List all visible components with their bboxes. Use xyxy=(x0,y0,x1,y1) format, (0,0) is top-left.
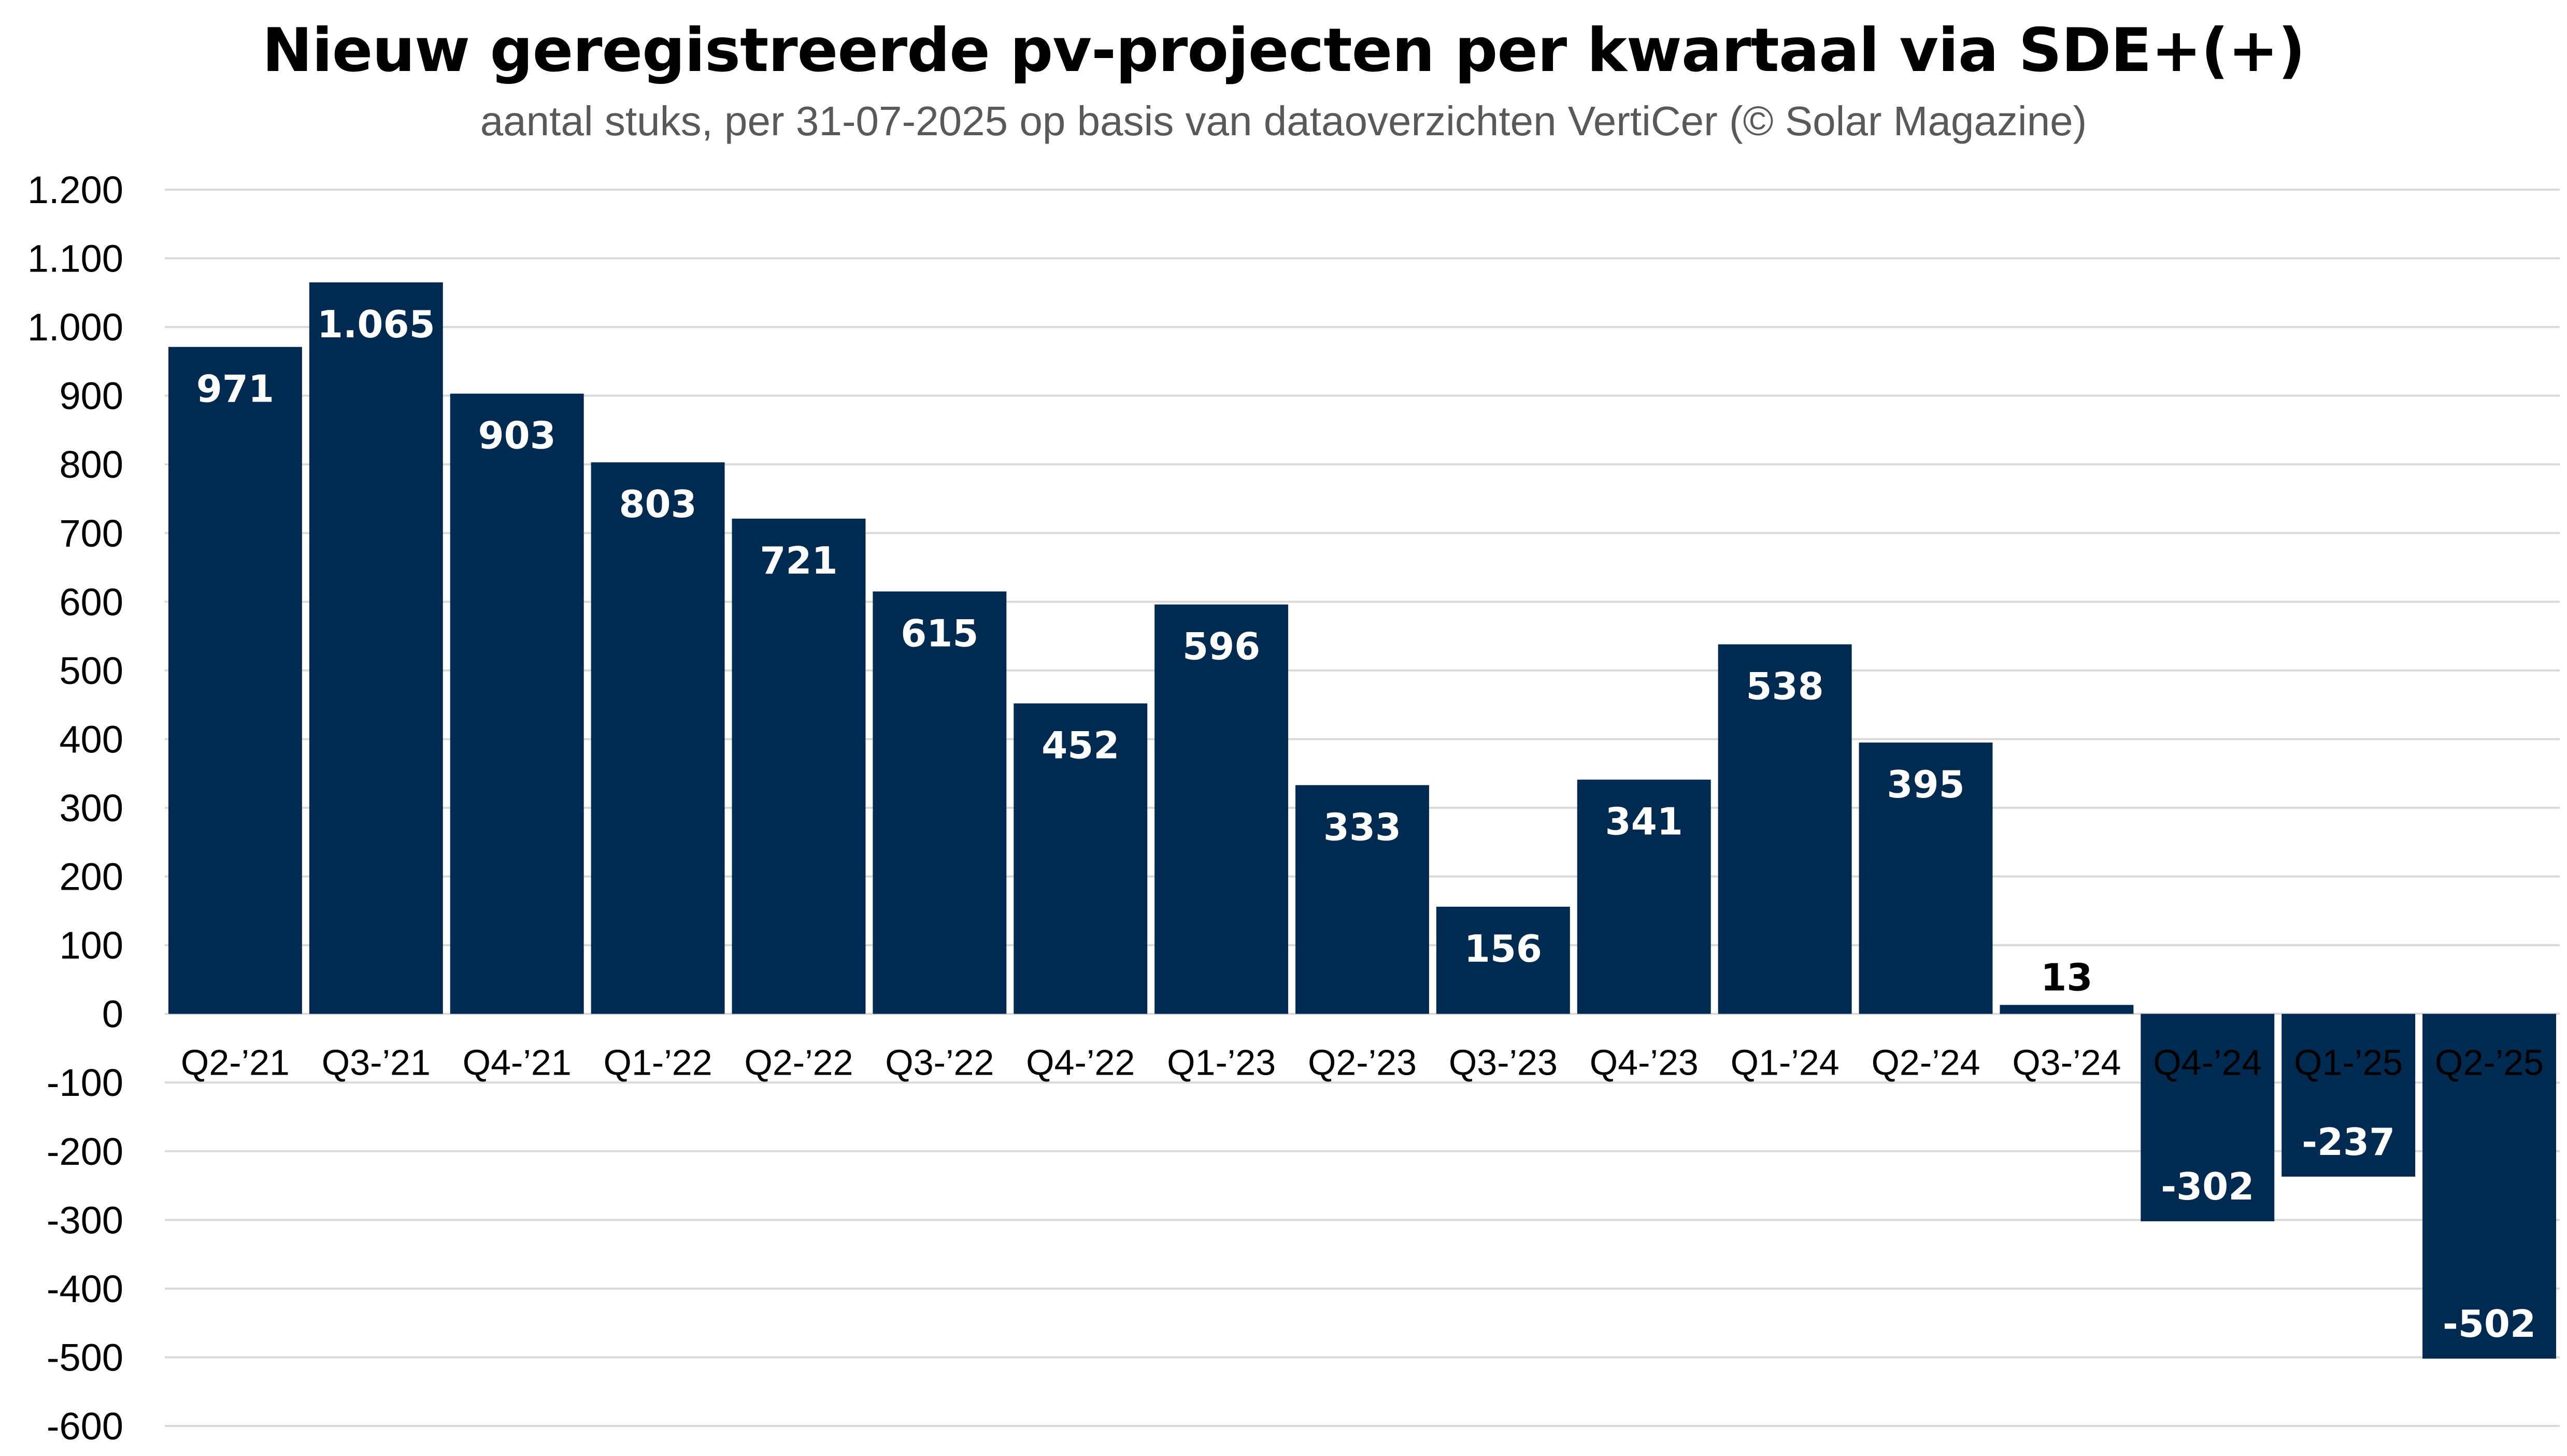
bar xyxy=(2000,1005,2134,1014)
data-label: 341 xyxy=(1605,800,1683,844)
data-label: -502 xyxy=(2443,1302,2536,1346)
y-tick-label: -600 xyxy=(47,1405,123,1448)
data-label: -302 xyxy=(2161,1165,2254,1208)
bar xyxy=(1718,644,1852,1014)
data-label: 721 xyxy=(760,539,837,582)
bar xyxy=(168,347,302,1014)
y-tick-label: 500 xyxy=(60,649,123,692)
data-label: 156 xyxy=(1464,927,1542,970)
x-category-label: Q2-’24 xyxy=(1871,1043,1980,1083)
bar xyxy=(2141,1014,2275,1221)
y-tick-label: 900 xyxy=(60,375,123,418)
x-category-label: Q3-’21 xyxy=(322,1043,431,1083)
data-label: 903 xyxy=(478,414,556,458)
x-category-label: Q4-’23 xyxy=(1590,1043,1699,1083)
data-label: 596 xyxy=(1182,625,1260,668)
data-label: 333 xyxy=(1323,805,1401,849)
x-category-label: Q1-’24 xyxy=(1731,1043,1839,1083)
y-tick-label: 1.200 xyxy=(27,168,123,211)
bars xyxy=(168,282,2556,1359)
bar xyxy=(873,591,1007,1014)
data-label: 395 xyxy=(1887,763,1964,806)
y-tick-label: -100 xyxy=(47,1061,123,1104)
x-category-label: Q4-’22 xyxy=(1026,1043,1135,1083)
data-label: 13 xyxy=(2041,955,2092,999)
x-category-label: Q3-’23 xyxy=(1449,1043,1558,1083)
y-tick-label: 400 xyxy=(60,718,123,761)
bar xyxy=(2281,1014,2416,1177)
y-tick-label: 800 xyxy=(60,443,123,486)
x-category-label: Q3-’24 xyxy=(2012,1043,2121,1083)
data-label: -237 xyxy=(2302,1120,2395,1164)
x-category-label: Q2-’23 xyxy=(1308,1043,1417,1083)
bar xyxy=(732,518,866,1014)
data-labels: 971 1.065 903 803 721 615 452 596 333 156 341 538 39… xyxy=(196,303,2536,1346)
bar xyxy=(1577,779,1711,1014)
y-tick-label: -400 xyxy=(47,1267,123,1310)
bar xyxy=(1436,906,1570,1014)
bar xyxy=(2422,1014,2556,1359)
x-category-label: Q1-’22 xyxy=(604,1043,712,1083)
chart-title: Nieuw geregistreerde pv-projecten per kw… xyxy=(262,16,2305,85)
y-axis-ticks: 1.200 1.100 1.000 900 800 700 600 500 400 300 200 1… xyxy=(27,168,123,1448)
bar xyxy=(591,462,725,1014)
y-tick-label: 600 xyxy=(60,580,123,623)
y-tick-label: 700 xyxy=(60,512,123,555)
y-tick-label: 100 xyxy=(60,924,123,967)
data-label: 971 xyxy=(196,367,274,411)
y-tick-label: 1.100 xyxy=(27,237,123,280)
data-label: 538 xyxy=(1746,665,1823,708)
y-tick-label: -200 xyxy=(47,1130,123,1173)
x-category-label: Q2-’25 xyxy=(2435,1043,2544,1083)
x-category-label: Q4-’24 xyxy=(2153,1043,2262,1083)
y-tick-label: -500 xyxy=(47,1336,123,1379)
bar xyxy=(1859,743,1993,1014)
bar xyxy=(309,282,443,1014)
y-tick-label: 1.000 xyxy=(27,306,123,349)
y-tick-label: 300 xyxy=(60,787,123,830)
bar xyxy=(1014,703,1148,1014)
x-category-label: Q2-’21 xyxy=(181,1043,290,1083)
x-category-label: Q1-’25 xyxy=(2294,1043,2403,1083)
y-tick-label: -300 xyxy=(47,1198,123,1241)
x-category-label: Q2-’22 xyxy=(744,1043,853,1083)
chart-subtitle: aantal stuks, per 31-07-2025 op basis va… xyxy=(480,98,2087,144)
bar xyxy=(1295,785,1429,1014)
bar xyxy=(1154,604,1289,1014)
x-category-label: Q4-’21 xyxy=(463,1043,572,1083)
x-category-label: Q1-’23 xyxy=(1167,1043,1276,1083)
data-label: 803 xyxy=(619,482,696,526)
bar xyxy=(450,393,584,1014)
data-label: 615 xyxy=(901,611,978,655)
data-label: 452 xyxy=(1042,724,1119,767)
x-axis-categories: Q2-’21 Q3-’21 Q4-’21 Q1-’22 Q2-’22 Q3-’22 Q4-’… xyxy=(181,1043,2544,1083)
x-category-label: Q3-’22 xyxy=(885,1043,994,1083)
y-tick-label: 200 xyxy=(60,855,123,898)
y-tick-label: 0 xyxy=(102,993,123,1036)
data-label: 1.065 xyxy=(317,303,435,346)
